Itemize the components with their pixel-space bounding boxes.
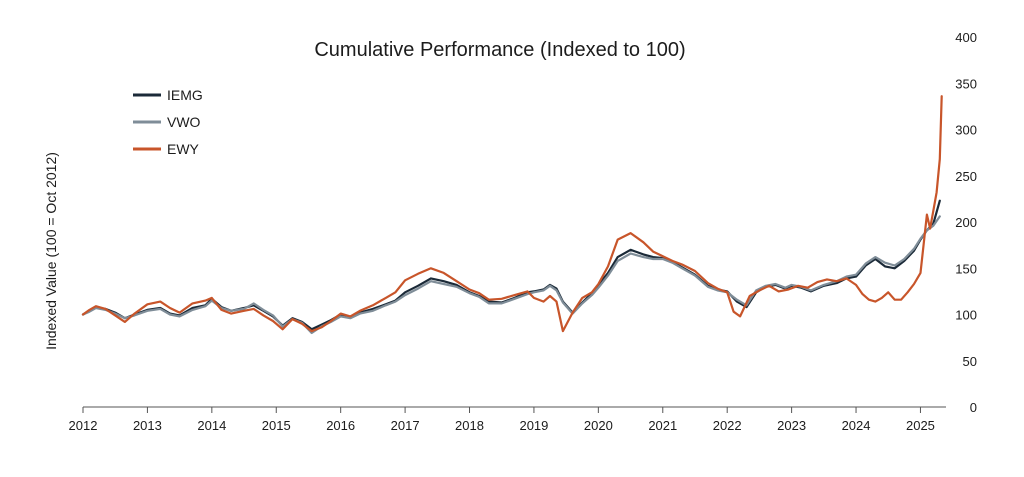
- x-tick-label: 2015: [262, 418, 291, 433]
- x-tick-label: 2022: [713, 418, 742, 433]
- x-tick-label: 2012: [69, 418, 98, 433]
- chart-title: Cumulative Performance (Indexed to 100): [314, 39, 685, 61]
- x-tick-label: 2023: [777, 418, 806, 433]
- y-tick-label: 250: [955, 169, 977, 184]
- x-tick-label: 2018: [455, 418, 484, 433]
- x-tick-label: 2025: [906, 418, 935, 433]
- x-tick-label: 2019: [519, 418, 548, 433]
- legend-item-ewy: EWY: [133, 141, 200, 157]
- x-tick-label: 2017: [391, 418, 420, 433]
- legend: IEMG VWO EWY: [133, 87, 203, 157]
- x-tick-label: 2024: [842, 418, 871, 433]
- x-tick-label: 2020: [584, 418, 613, 433]
- y-tick-label: 400: [955, 30, 977, 45]
- y-tick-label: 0: [970, 400, 977, 415]
- x-tick-label: 2016: [326, 418, 355, 433]
- x-tick-label: 2021: [648, 418, 677, 433]
- legend-item-iemg: IEMG: [133, 87, 203, 103]
- y-tick-label: 300: [955, 123, 977, 138]
- y-axis-label: Indexed Value (100 = Oct 2012): [43, 152, 59, 350]
- series-line-ewy: [81, 95, 943, 333]
- series-line-iemg: [81, 199, 941, 331]
- series-line-vwo: [81, 215, 941, 335]
- y-tick-label: 100: [955, 308, 977, 323]
- y-axis-ticks: 0 50 100 150 200 250 300 350 400: [955, 30, 977, 415]
- y-tick-label: 200: [955, 215, 977, 230]
- y-tick-label: 350: [955, 76, 977, 91]
- legend-label: IEMG: [167, 87, 203, 103]
- legend-label: VWO: [167, 114, 201, 130]
- x-tick-label: 2014: [197, 418, 226, 433]
- x-axis-ticks: 2012 2013 2014 2015 2016 2017 2018 2019 2020 2021…: [69, 407, 935, 433]
- legend-label: EWY: [167, 141, 200, 157]
- legend-item-vwo: VWO: [133, 114, 201, 130]
- x-tick-label: 2013: [133, 418, 162, 433]
- y-tick-label: 50: [963, 354, 977, 369]
- series-layer: [81, 95, 943, 335]
- y-tick-label: 150: [955, 261, 977, 276]
